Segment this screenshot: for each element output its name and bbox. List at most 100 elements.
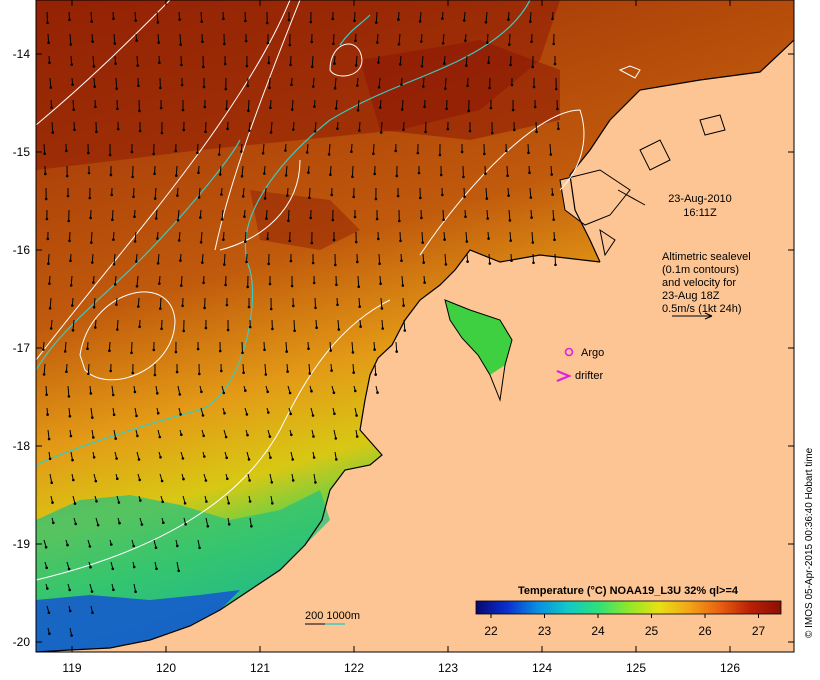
velocity-arrow-head xyxy=(353,19,356,23)
velocity-arrow xyxy=(43,363,46,375)
velocity-arrow-head xyxy=(508,219,512,222)
velocity-arrow-head xyxy=(134,19,137,22)
velocity-arrow-head xyxy=(110,543,113,546)
velocity-arrow-head xyxy=(507,194,510,197)
velocity-arrow-head xyxy=(531,241,535,244)
velocity-arrow-head xyxy=(72,108,75,111)
gulf-coastline xyxy=(444,299,513,402)
coastline xyxy=(36,39,794,652)
velocity-arrow-head xyxy=(531,65,534,69)
velocity-arrow-head xyxy=(557,127,560,131)
velocity-arrow xyxy=(287,209,290,221)
velocity-arrow-head xyxy=(286,194,289,197)
velocity-arrow-head xyxy=(180,63,183,67)
velocity-arrow xyxy=(378,77,381,88)
velocity-arrow xyxy=(263,341,265,350)
velocity-arrow-head xyxy=(465,64,468,67)
latitude-tick-label: -14 xyxy=(13,47,31,61)
velocity-arrow-head xyxy=(202,85,206,89)
velocity-arrow-head xyxy=(203,455,206,458)
velocity-arrow xyxy=(463,11,466,21)
velocity-arrow-head xyxy=(66,194,70,198)
velocity-arrow-head xyxy=(287,18,291,22)
velocity-arrow-head xyxy=(315,326,318,330)
velocity-arrow-head xyxy=(305,151,309,154)
velocity-arrow xyxy=(72,319,75,331)
velocity-arrow xyxy=(314,297,316,308)
velocity-arrow-head xyxy=(488,86,491,90)
velocity-arrow-head xyxy=(94,326,97,329)
velocity-arrow-head xyxy=(202,281,205,285)
velocity-arrow-head xyxy=(376,41,379,44)
velocity-arrow-head xyxy=(155,567,158,571)
velocity-arrow-head xyxy=(65,149,68,153)
velocity-arrow-head xyxy=(69,259,72,263)
velocity-arrow-head xyxy=(269,131,273,134)
velocity-arrow xyxy=(306,143,309,153)
velocity-arrow-head xyxy=(96,523,100,527)
velocity-arrow-head xyxy=(68,239,71,243)
velocity-arrow xyxy=(69,33,72,45)
velocity-arrow-head xyxy=(307,347,310,351)
velocity-arrow xyxy=(154,187,157,199)
velocity-arrow xyxy=(108,341,111,351)
velocity-arrow-head xyxy=(161,500,164,504)
velocity-arrow xyxy=(485,11,488,23)
longitude-tick-label: 119 xyxy=(62,661,81,675)
velocity-arrow-head xyxy=(178,18,181,21)
velocity-arrow-head xyxy=(331,17,335,21)
velocity-arrow xyxy=(293,319,296,331)
velocity-arrow-head xyxy=(269,106,272,109)
latitude-tick-label: -16 xyxy=(13,243,31,257)
velocity-arrow xyxy=(157,33,160,43)
velocity-arrow-head xyxy=(108,349,111,353)
velocity-arrow xyxy=(205,121,207,132)
velocity-arrow-head xyxy=(130,150,134,154)
velocity-arrow xyxy=(89,583,93,592)
velocity-arrow-head xyxy=(220,218,224,221)
velocity-arrow-head xyxy=(489,106,493,110)
velocity-arrow xyxy=(157,253,160,264)
velocity-arrow-head xyxy=(110,193,113,197)
velocity-arrow xyxy=(535,121,537,132)
velocity-arrow-head xyxy=(244,389,247,392)
velocity-arrow xyxy=(68,407,71,417)
colorbar-title: Temperature (°C) NOAA19_L3U 32% ql>=4 xyxy=(518,585,739,597)
velocity-arrow xyxy=(403,319,406,331)
velocity-arrow-head xyxy=(443,238,446,241)
velocity-arrow-head xyxy=(267,262,271,266)
velocity-arrow xyxy=(47,253,50,264)
velocity-arrow-head xyxy=(554,87,558,91)
velocity-arrow xyxy=(380,121,383,133)
velocity-arrow-head xyxy=(183,502,187,505)
velocity-arrow-head xyxy=(394,149,398,153)
velocity-arrow-head xyxy=(44,172,47,176)
velocity-arrow-head xyxy=(111,393,115,397)
altimetry-legend: Altimetric sealevel (0.1m contours) and … xyxy=(662,251,751,320)
velocity-arrow-head xyxy=(284,149,287,152)
velocity-arrow-head xyxy=(380,307,384,310)
velocity-arrow-head xyxy=(152,152,155,156)
velocity-arrow-head xyxy=(174,350,178,354)
velocity-arrow-head xyxy=(63,350,67,353)
velocity-arrow-head xyxy=(112,413,116,417)
velocity-arrow-head xyxy=(244,19,247,23)
legend-line-1: Altimetric sealevel xyxy=(662,251,751,263)
velocity-arrow-head xyxy=(334,437,338,440)
velocity-arrow xyxy=(335,99,338,109)
velocity-arrow-head xyxy=(223,411,226,415)
velocity-arrow-head xyxy=(224,283,227,287)
velocity-arrow-head xyxy=(117,501,121,504)
velocity-arrow-head xyxy=(182,128,186,132)
velocity-arrow xyxy=(329,341,332,351)
velocity-arrow-head xyxy=(285,350,289,353)
velocity-arrow-head xyxy=(284,174,288,177)
velocity-arrow-head xyxy=(248,129,251,132)
velocity-arrow-head xyxy=(116,328,119,331)
velocity-arrow-head xyxy=(135,39,138,42)
velocity-arrow-head xyxy=(532,85,536,89)
colorbar-ticks: 22 23 24 25 26 27 xyxy=(484,614,765,638)
velocity-arrow-head xyxy=(49,327,53,330)
velocity-arrow-head xyxy=(202,434,205,438)
velocity-arrow-head xyxy=(424,130,427,134)
